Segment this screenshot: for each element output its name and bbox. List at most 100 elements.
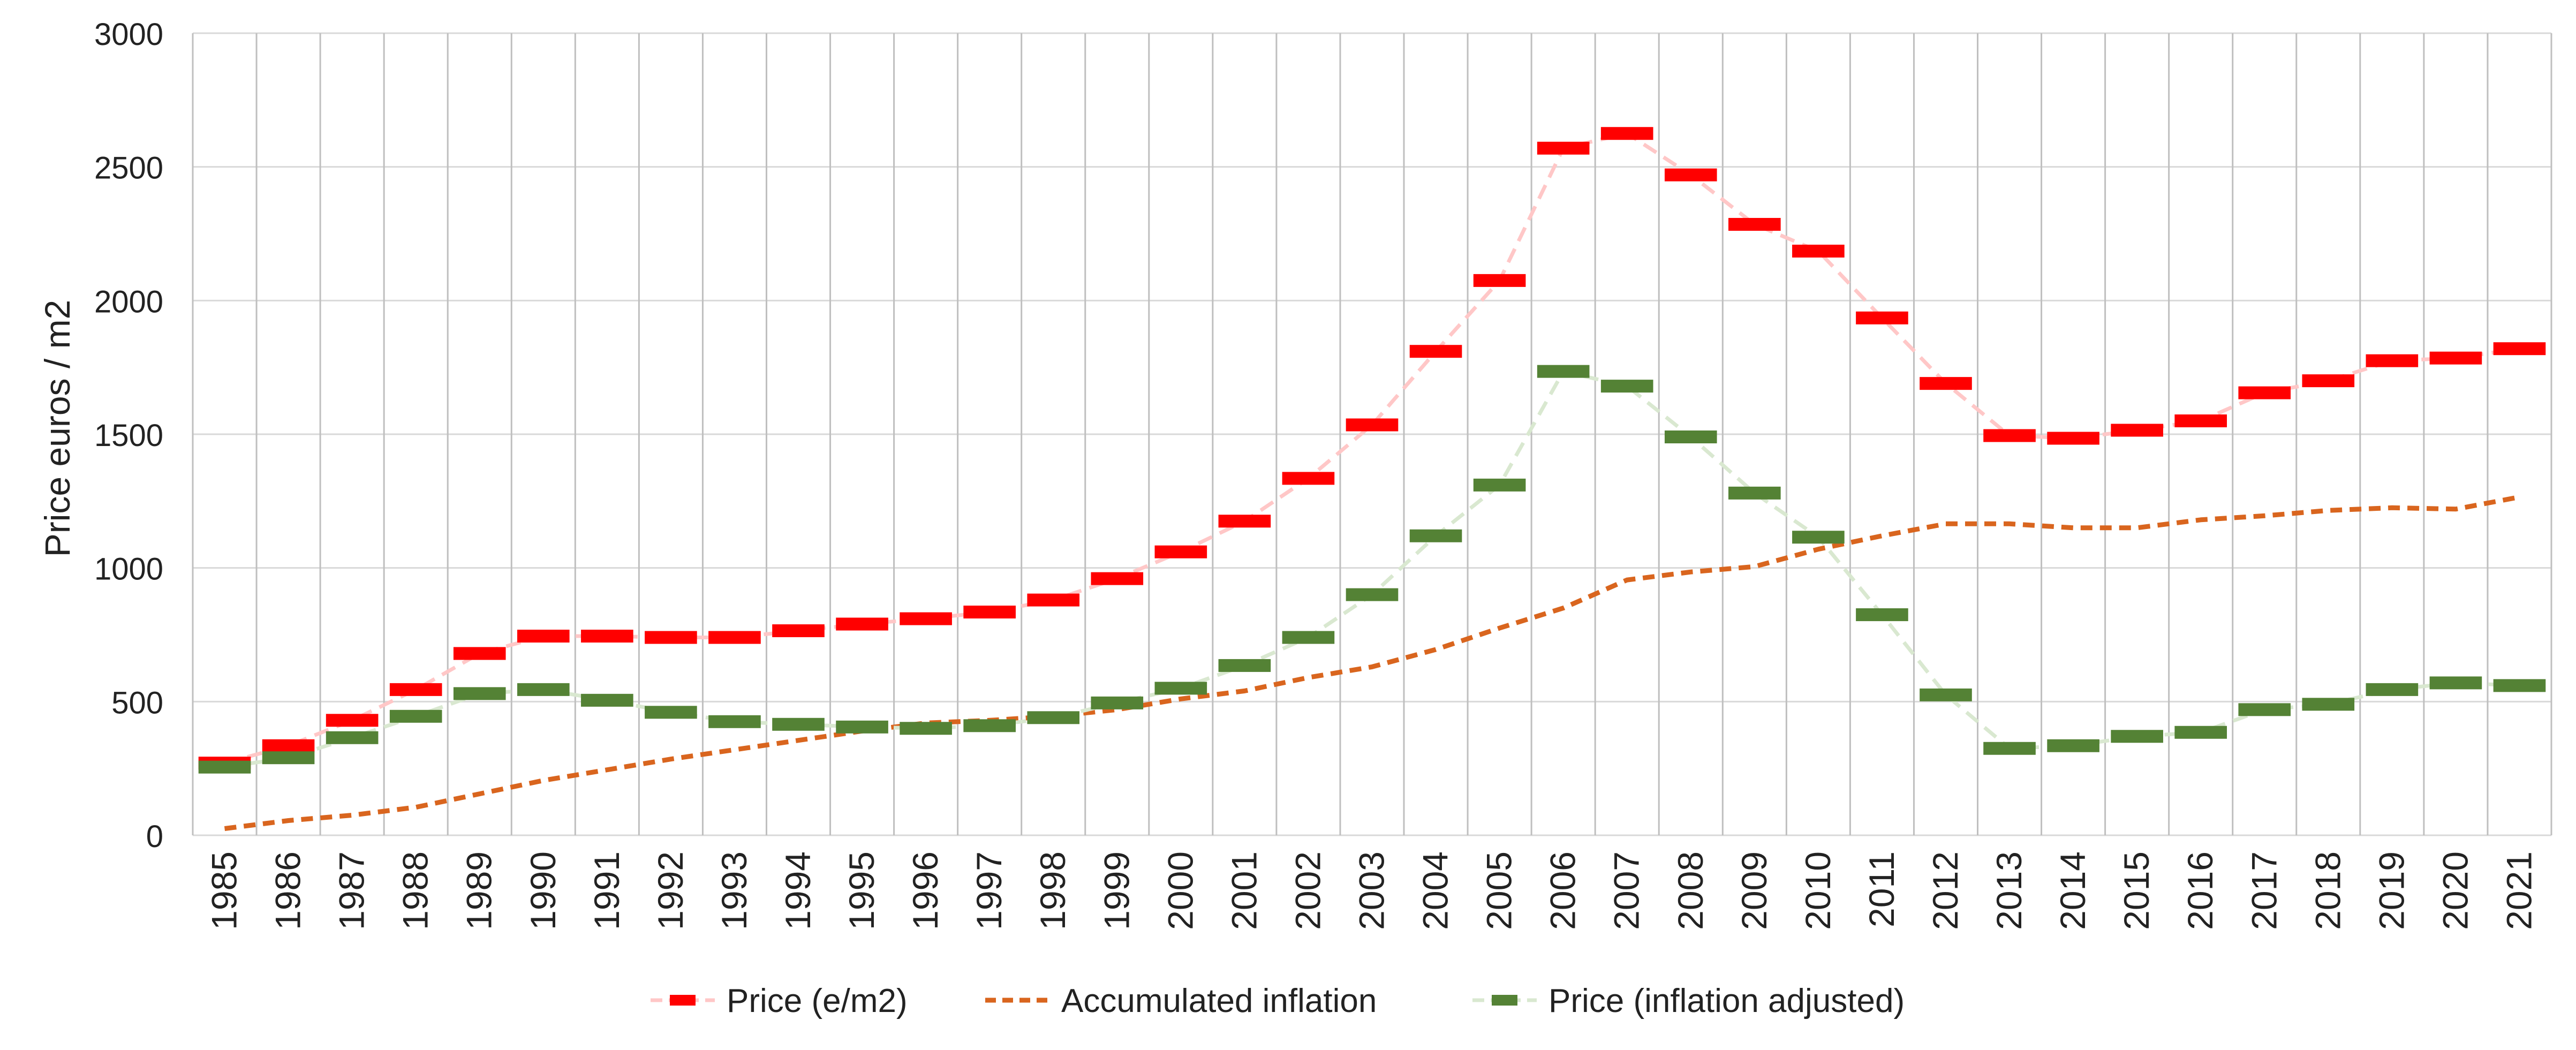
price-marker [2238, 386, 2291, 399]
adjusted-price-marker [581, 693, 633, 707]
x-tick-label: 1985 [205, 851, 244, 930]
adjusted-price-marker [2366, 683, 2419, 696]
price-marker [262, 739, 315, 752]
price-marker [1154, 545, 1207, 558]
legend-swatch-marker [670, 995, 696, 1006]
price-marker [1027, 593, 1080, 607]
y-tick-label: 1500 [94, 418, 163, 453]
x-tick-label: 2000 [1160, 851, 1200, 930]
x-tick-label: 2006 [1543, 851, 1583, 930]
price-marker [389, 683, 442, 696]
x-tick-label: 2008 [1671, 851, 1710, 930]
x-tick-label: 2001 [1224, 851, 1264, 930]
x-tick-label: 1988 [396, 851, 435, 930]
adjusted-price-marker [1409, 529, 1462, 542]
adjusted-price-marker [198, 760, 251, 774]
adjusted-price-marker [2493, 679, 2546, 692]
x-tick-label: 2012 [1925, 851, 1965, 930]
x-tick-label: 2011 [1862, 851, 1901, 927]
adjusted-price-marker [1537, 365, 1590, 378]
x-tick-label: 1990 [523, 851, 563, 930]
x-tick-label: 2020 [2435, 851, 2475, 930]
series-line-inflation [224, 494, 2520, 831]
adjusted-price-marker [1600, 380, 1653, 393]
price-marker [963, 606, 1016, 619]
adjusted-price-marker [1282, 631, 1335, 644]
adjusted-price-marker [1983, 742, 2036, 755]
adjusted-price-marker [453, 687, 506, 700]
x-tick-label: 1991 [587, 851, 626, 930]
x-tick-label: 2014 [2053, 851, 2092, 930]
x-tick-label: 1998 [1033, 851, 1072, 930]
adjusted-price-marker [2302, 698, 2355, 711]
adjusted-price-marker [262, 751, 315, 765]
x-tick-label: 1993 [714, 851, 754, 930]
x-tick-label: 2003 [1352, 851, 1392, 930]
adjusted-price-marker [389, 709, 442, 723]
x-tick-label: 1995 [842, 851, 881, 930]
price-marker [1664, 168, 1717, 182]
y-tick-label: 0 [146, 819, 163, 854]
price-marker [645, 631, 697, 644]
price-marker [2493, 342, 2546, 356]
y-tick-label: 500 [111, 685, 163, 720]
price-marker [900, 612, 952, 625]
legend-label: Price (inflation adjusted) [1548, 983, 1905, 1019]
x-tick-label: 2021 [2499, 851, 2539, 930]
adjusted-price-marker [1664, 430, 1717, 443]
marker-layer [198, 127, 2546, 774]
x-tick-label: 2018 [2308, 851, 2347, 930]
price-marker [581, 629, 633, 643]
adjusted-price-marker [1091, 696, 1144, 709]
adjusted-price-marker [772, 717, 825, 731]
x-tick-label: 1986 [268, 851, 308, 930]
price-marker [2174, 414, 2227, 428]
x-tick-label: 1997 [969, 851, 1009, 930]
legend-swatch-marker [1492, 995, 1517, 1006]
adjusted-price-marker [708, 715, 761, 728]
x-tick-label: 1987 [332, 851, 372, 930]
adjusted-price-marker [2174, 726, 2227, 739]
adjusted-price-marker [517, 683, 570, 696]
price-marker [2366, 354, 2419, 367]
grid [192, 32, 2552, 836]
price-marker [1346, 418, 1399, 432]
x-tick-label: 2015 [2117, 851, 2156, 930]
x-tick-label: 1996 [905, 851, 945, 930]
x-tick-label: 2002 [1288, 851, 1327, 930]
x-tick-label: 1992 [651, 851, 690, 930]
y-tick-label: 2500 [94, 151, 163, 186]
x-tick-label: 2004 [1416, 851, 1455, 930]
price-marker [326, 714, 379, 727]
legend: Price (e/m2) Accumulated inflation Price (… [651, 983, 1905, 1019]
x-tick-label: 2010 [1798, 851, 1838, 930]
x-tick-label: 2005 [1479, 851, 1519, 930]
adjusted-price-marker [2429, 676, 2482, 690]
price-marker [2429, 351, 2482, 365]
x-tick-label: 1999 [1097, 851, 1136, 930]
adjusted-price-marker [1728, 486, 1781, 500]
adjusted-price-marker [1218, 659, 1271, 672]
series-layer [224, 131, 2520, 831]
y-tick-label: 1000 [94, 552, 163, 587]
price-marker [2302, 374, 2355, 388]
price-marker [2111, 424, 2163, 437]
x-tick-label: 2009 [1734, 851, 1774, 930]
x-tick-label: 1994 [778, 851, 818, 930]
price-marker [2047, 432, 2099, 445]
price-marker [453, 647, 506, 660]
price-marker [1537, 141, 1590, 155]
adjusted-price-marker [2047, 739, 2099, 752]
price-marker [1218, 515, 1271, 528]
x-tick-label: 1989 [459, 851, 499, 930]
x-tick-label: 2007 [1607, 851, 1646, 930]
y-tick-label: 2000 [94, 284, 163, 319]
adjusted-price-marker [1792, 531, 1845, 544]
price-marker [1473, 274, 1526, 287]
price-marker [1856, 311, 1908, 324]
x-tick-label: 2013 [1989, 851, 2029, 930]
legend-label: Accumulated inflation [1061, 983, 1377, 1019]
price-marker [517, 629, 570, 643]
